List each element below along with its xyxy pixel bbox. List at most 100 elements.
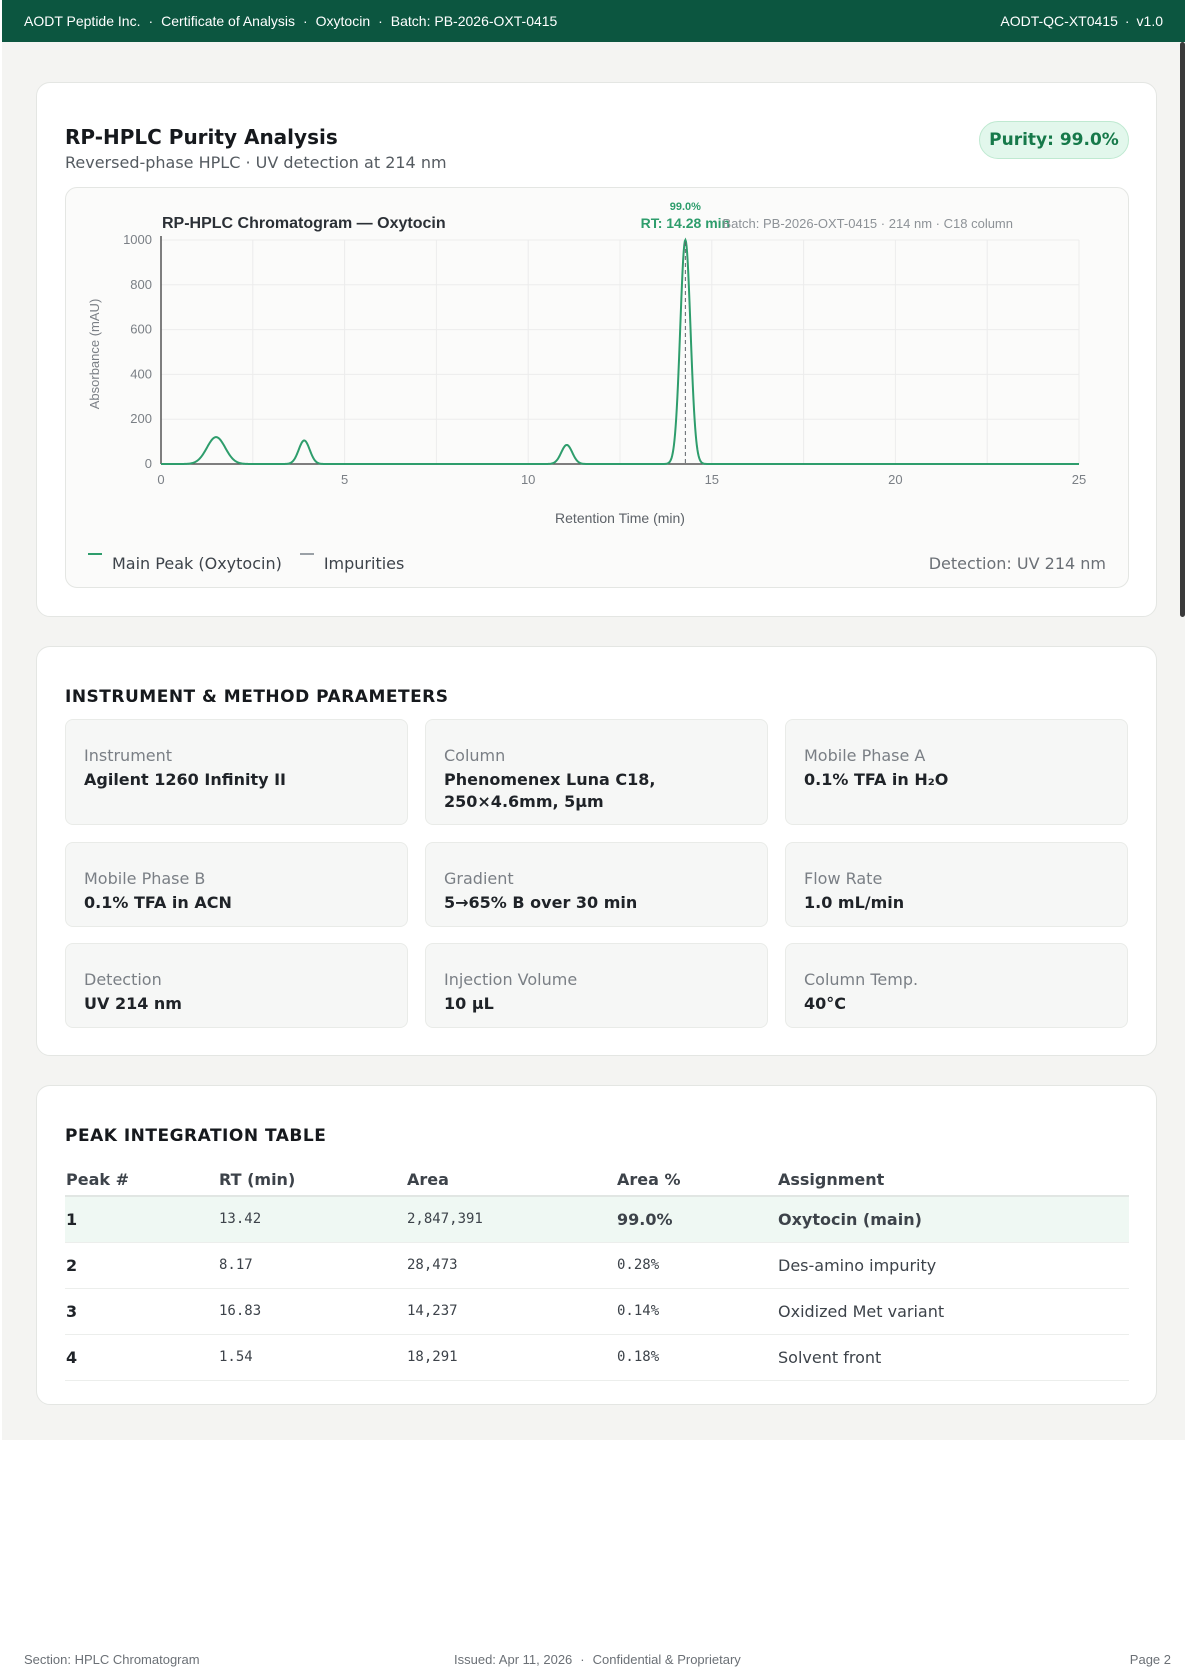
hplc-subtitle: Reversed-phase HPLC · UV detection at 21…	[65, 153, 447, 172]
purity-badge: Purity: 99.0%	[979, 121, 1129, 159]
hplc-title: RP-HPLC Purity Analysis	[65, 125, 338, 149]
footer-issued: Issued: Apr 11, 2026	[454, 1652, 573, 1667]
param-instrument: Instrument Agilent 1260 Infinity II	[65, 719, 408, 825]
param-value: Agilent 1260 Infinity II	[84, 770, 286, 789]
chromatogram-trace	[161, 237, 1079, 465]
cell-area: 2,847,391	[406, 1196, 616, 1243]
param-value: 5→65% B over 30 min	[444, 893, 638, 912]
peak-integration-table: Peak # RT (min) Area Area % Assignment 1…	[65, 1164, 1129, 1381]
table-row: 3 16.83 14,237 0.14% Oxidized Met varian…	[65, 1288, 1129, 1335]
parameters-card: INSTRUMENT & METHOD PARAMETERS Instrumen…	[36, 646, 1157, 1056]
col-header-area: Area	[406, 1164, 616, 1197]
param-label: Instrument	[84, 746, 173, 765]
footer-issued-area: Issued: Apr 11, 2026 · Confidential & Prop…	[454, 1652, 741, 1667]
x-tick-label: 5	[341, 472, 348, 487]
chart-title: RP-HPLC Chromatogram — Oxytocin	[162, 215, 446, 232]
cell-rt: 8.17	[218, 1242, 406, 1289]
param-label: Column	[444, 746, 506, 765]
cell-area: 18,291	[406, 1334, 616, 1381]
chart-subtitle: Batch: PB-2026-OXT-0415 · 214 nm · C18 c…	[723, 216, 1013, 231]
peak-table-card: PEAK INTEGRATION TABLE Peak # RT (min) A…	[36, 1085, 1157, 1405]
x-tick-label: 15	[705, 472, 719, 487]
y-tick-label: 0	[145, 456, 152, 471]
hplc-card: RP-HPLC Purity Analysis Reversed-phase H…	[36, 82, 1157, 617]
document-id: AODT-QC-XT0415	[1000, 13, 1118, 29]
document-id-area: AODT-QC-XT0415 · v1.0	[1000, 13, 1163, 29]
scrollbar-thumb[interactable]	[1180, 42, 1185, 617]
chromatogram-panel: 0 5 10 15 20 25 0 200 400 600 800 1000 99.0% RT: 14.…	[65, 187, 1129, 588]
chart-trace	[161, 237, 1079, 465]
param-label: Flow Rate	[804, 869, 883, 888]
legend-item-main-peak: Main Peak (Oxytocin)	[88, 552, 282, 573]
chart-ticks: 0 5 10 15 20 25 0 200 400 600 800 1000	[123, 232, 1086, 487]
header-breadcrumb: AODT Peptide Inc. · Certificate of Analysi…	[24, 13, 558, 29]
chart-legend: Main Peak (Oxytocin) Impurities	[88, 552, 422, 573]
y-tick-label: 600	[130, 322, 152, 337]
cell-rt: 13.42	[218, 1196, 406, 1243]
table-row: 1 13.42 2,847,391 99.0% Oxytocin (main)	[65, 1196, 1129, 1243]
param-mobile-phase-a: Mobile Phase A 0.1% TFA in H₂O	[785, 719, 1128, 825]
chart-annotation: 99.0% RT: 14.28 min	[641, 201, 730, 464]
chart-grid	[160, 239, 1080, 465]
table-row: 2 8.17 28,473 0.28% Des-amino impurity	[65, 1242, 1129, 1289]
cell-peak-number: 4	[65, 1334, 218, 1381]
footer-page-number: Page 2	[1129, 1652, 1171, 1667]
parameters-heading: INSTRUMENT & METHOD PARAMETERS	[65, 687, 449, 707]
col-header-area-pct: Area %	[616, 1164, 777, 1197]
param-value: 0.1% TFA in ACN	[84, 893, 232, 912]
cell-assignment: Oxytocin (main)	[777, 1196, 1129, 1243]
peak-table-heading: PEAK INTEGRATION TABLE	[65, 1126, 327, 1146]
param-label: Injection Volume	[444, 970, 578, 989]
product-name: Oxytocin	[315, 13, 371, 29]
param-value: Phenomenex Luna C18, 250×4.6mm, 5μm	[444, 770, 656, 811]
x-tick-label: 25	[1072, 472, 1086, 487]
cell-peak-number: 3	[65, 1288, 218, 1335]
cell-area-pct: 99.0%	[616, 1196, 777, 1243]
footer-confidential: Confidential & Proprietary	[592, 1652, 741, 1667]
cell-area-pct: 0.28%	[616, 1242, 777, 1289]
cell-area: 28,473	[406, 1242, 616, 1289]
param-detection: Detection UV 214 nm	[65, 943, 408, 1028]
param-value: 1.0 mL/min	[804, 893, 905, 912]
footer-section: Section: HPLC Chromatogram	[24, 1652, 200, 1667]
param-label: Column Temp.	[804, 970, 919, 989]
cell-peak-number: 2	[65, 1242, 218, 1289]
document-type: Certificate of Analysis	[161, 13, 295, 29]
cell-area: 14,237	[406, 1288, 616, 1335]
table-header-row: Peak # RT (min) Area Area % Assignment	[65, 1164, 1129, 1197]
x-tick-label: 20	[888, 472, 902, 487]
col-header-rt: RT (min)	[218, 1164, 406, 1197]
cell-area-pct: 0.14%	[616, 1288, 777, 1335]
param-flow-rate: Flow Rate 1.0 mL/min	[785, 842, 1128, 927]
param-label: Mobile Phase A	[804, 746, 926, 765]
document-header-bar: AODT Peptide Inc. · Certificate of Analysi…	[2, 0, 1185, 42]
param-value: 40°C	[804, 994, 847, 1013]
param-injection-volume: Injection Volume 10 μL	[425, 943, 768, 1028]
param-mobile-phase-b: Mobile Phase B 0.1% TFA in ACN	[65, 842, 408, 927]
table-row: 4 1.54 18,291 0.18% Solvent front	[65, 1334, 1129, 1381]
legend-swatch-main	[88, 552, 102, 555]
param-label: Gradient	[444, 869, 514, 888]
y-tick-label: 400	[130, 366, 152, 381]
col-header-peak: Peak #	[65, 1164, 218, 1197]
x-tick-label: 0	[157, 472, 164, 487]
x-axis-label: Retention Time (min)	[555, 510, 685, 526]
param-label: Mobile Phase B	[84, 869, 206, 888]
chromatogram-chart: 0 5 10 15 20 25 0 200 400 600 800 1000 99.0% RT: 14.…	[87, 201, 1086, 526]
param-column: Column Phenomenex Luna C18, 250×4.6mm, 5…	[425, 719, 768, 825]
cell-assignment: Oxidized Met variant	[777, 1288, 1129, 1335]
cell-rt: 1.54	[218, 1334, 406, 1381]
x-tick-label: 10	[521, 472, 535, 487]
legend-swatch-impurities	[299, 552, 314, 555]
company-name: AODT Peptide Inc.	[24, 13, 141, 29]
cell-rt: 16.83	[218, 1288, 406, 1335]
cell-area-pct: 0.18%	[616, 1334, 777, 1381]
param-label: Detection	[84, 970, 162, 989]
batch-number: Batch: PB-2026-OXT-0415	[390, 13, 558, 29]
y-tick-label: 1000	[123, 232, 152, 247]
cell-peak-number: 1	[65, 1196, 218, 1243]
y-axis-label: Absorbance (mAU)	[87, 299, 102, 410]
main-peak-rt-label: RT: 14.28 min	[641, 215, 730, 231]
detection-note: Detection: UV 214 nm	[928, 554, 1106, 573]
y-tick-label: 200	[130, 411, 152, 426]
